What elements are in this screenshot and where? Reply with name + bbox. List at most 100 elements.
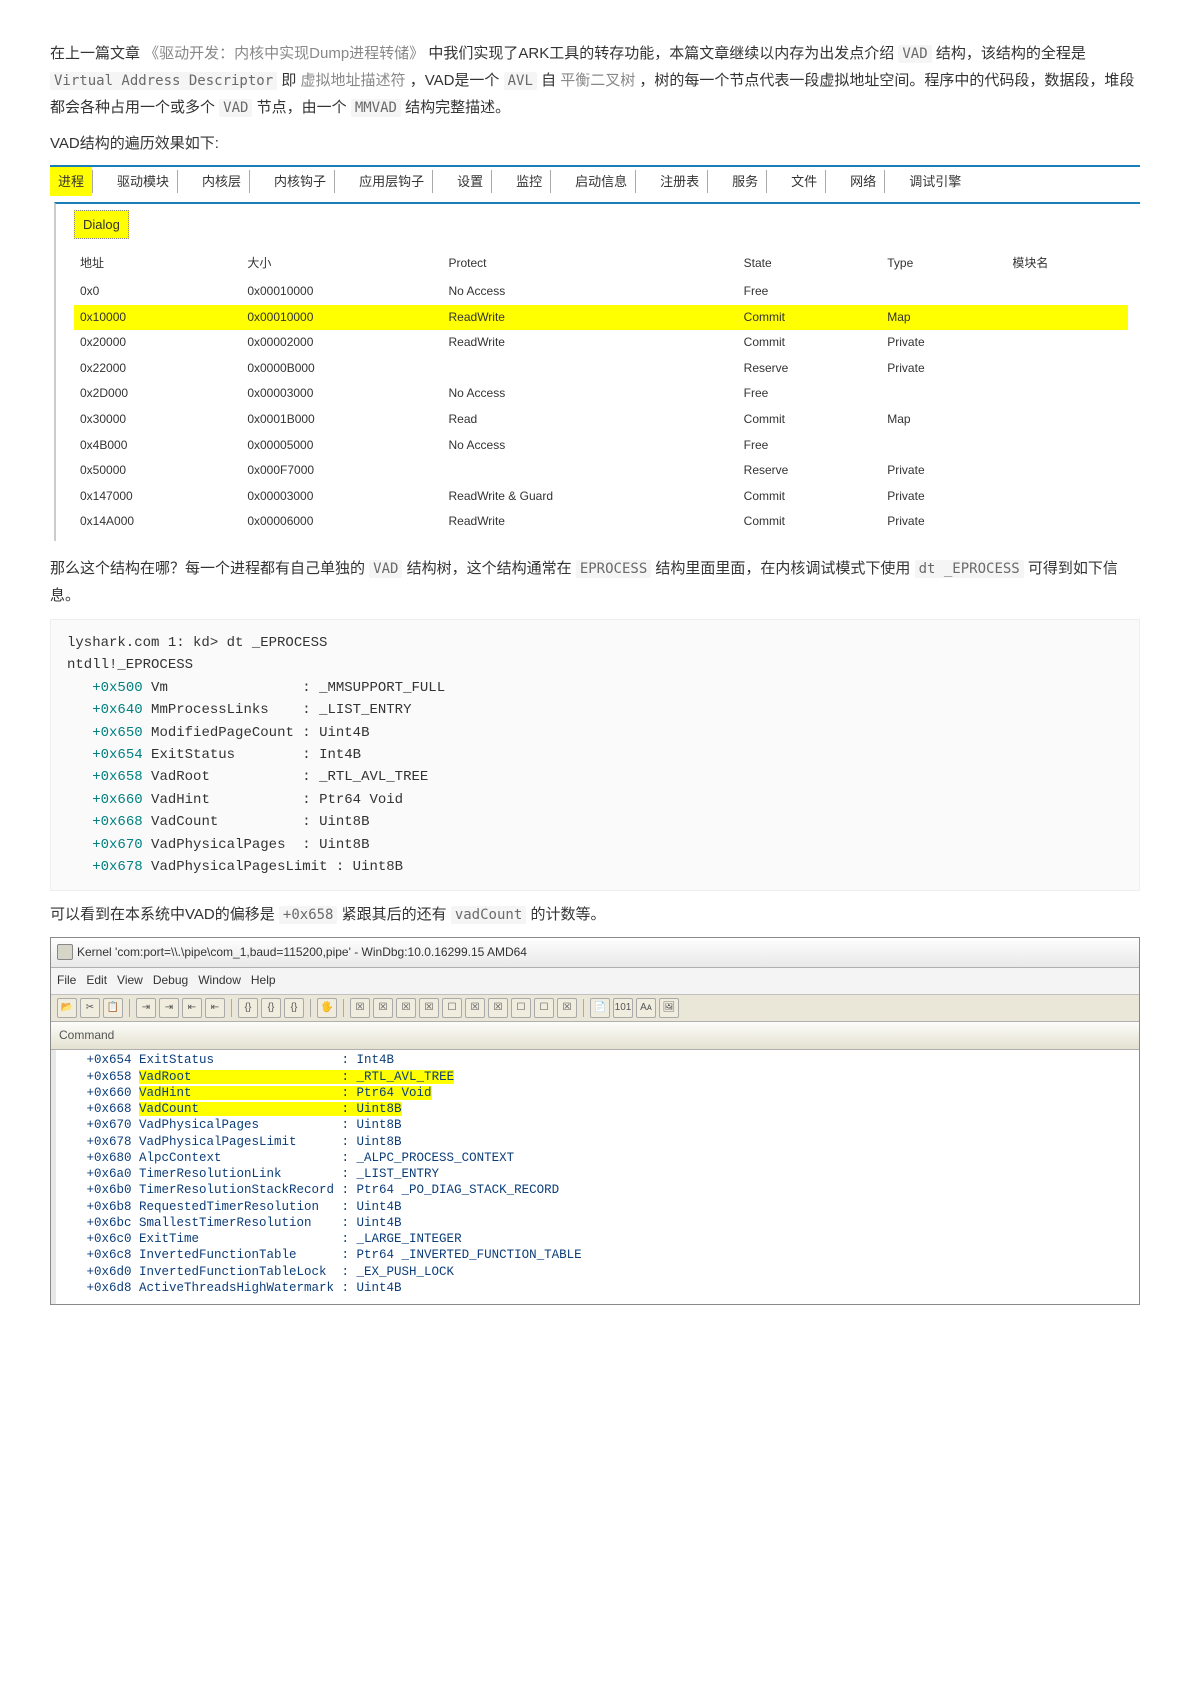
article-link[interactable]: 《驱动开发：内核中实现Dump进程转储》 — [144, 45, 424, 62]
table-cell: No Access — [443, 381, 738, 407]
dialog-title: Dialog — [74, 210, 129, 239]
tab-3[interactable]: 内核钩子 — [266, 167, 334, 196]
table-row[interactable]: 0x00x00010000No AccessFree — [74, 279, 1128, 305]
text: 紧跟其后的还有 — [342, 906, 451, 923]
text: ，VAD是一个 — [410, 72, 504, 89]
table-cell: Map — [881, 407, 1006, 433]
table-cell: Reserve — [738, 356, 882, 382]
table-cell — [1006, 458, 1128, 484]
toolbar-separator — [129, 999, 130, 1017]
table-row[interactable]: 0x300000x0001B000ReadCommitMap — [74, 407, 1128, 433]
toolbar-button[interactable]: ☐ — [534, 998, 554, 1018]
memory-table: 地址大小ProtectStateType模块名 0x00x00010000No … — [74, 249, 1128, 535]
tab-9[interactable]: 服务 — [724, 167, 766, 196]
text: 结构完整描述。 — [405, 99, 510, 116]
tab-separator — [92, 170, 109, 193]
tab-11[interactable]: 网络 — [842, 167, 884, 196]
toolbar-button[interactable]: {} — [238, 998, 258, 1018]
windbg-window: Kernel 'com:port=\\.\pipe\com_1,baud=115… — [50, 937, 1140, 1306]
table-cell: Private — [881, 509, 1006, 535]
table-header: 模块名 — [1006, 249, 1128, 279]
toolbar-button[interactable]: 📄 — [590, 998, 610, 1018]
toolbar-button[interactable]: 🖼 — [659, 998, 679, 1018]
text: 结构里面里面，在内核调试模式下使用 — [655, 560, 914, 577]
toolbar-separator — [231, 999, 232, 1017]
table-cell: Free — [738, 279, 882, 305]
tab-8[interactable]: 注册表 — [652, 167, 707, 196]
table-row[interactable]: 0x220000x0000B000ReservePrivate — [74, 356, 1128, 382]
tab-2[interactable]: 内核层 — [194, 167, 249, 196]
toolbar-button[interactable]: ☒ — [419, 998, 439, 1018]
gray-term: 平衡二叉树 — [560, 72, 635, 89]
tab-12[interactable]: 调试引擎 — [901, 167, 969, 196]
table-header: Protect — [443, 249, 738, 279]
toolbar-button[interactable]: ☐ — [442, 998, 462, 1018]
table-cell: Free — [738, 381, 882, 407]
table-row[interactable]: 0x4B0000x00005000No AccessFree — [74, 433, 1128, 459]
tab-7[interactable]: 启动信息 — [567, 167, 635, 196]
tab-separator — [635, 170, 652, 193]
toolbar-button[interactable]: 101 — [613, 998, 633, 1018]
text: 自 — [541, 72, 560, 89]
tab-0[interactable]: 进程 — [50, 167, 92, 196]
code-offset: +0x658 — [279, 906, 338, 924]
table-row[interactable]: 0x200000x00002000ReadWriteCommitPrivate — [74, 330, 1128, 356]
table-row[interactable]: 0x100000x00010000ReadWriteCommitMap — [74, 305, 1128, 331]
table-row[interactable]: 0x1470000x00003000ReadWrite & GuardCommi… — [74, 484, 1128, 510]
tab-separator — [825, 170, 842, 193]
table-cell — [1006, 330, 1128, 356]
toolbar-button[interactable]: ⇥ — [136, 998, 156, 1018]
table-header: Type — [881, 249, 1006, 279]
code-block-eprocess: lyshark.com 1: kd> dt _EPROCESS ntdll!_E… — [50, 619, 1140, 891]
table-row[interactable]: 0x14A0000x00006000ReadWriteCommitPrivate — [74, 509, 1128, 535]
table-row[interactable]: 0x500000x000F7000ReservePrivate — [74, 458, 1128, 484]
tab-6[interactable]: 监控 — [508, 167, 550, 196]
code-mmvad: MMVAD — [351, 99, 401, 117]
menu-item-debug[interactable]: Debug — [153, 973, 188, 987]
toolbar-button[interactable]: 📂 — [57, 998, 77, 1018]
tab-1[interactable]: 驱动模块 — [109, 167, 177, 196]
toolbar-button[interactable]: {} — [261, 998, 281, 1018]
toolbar-button[interactable]: 📋 — [103, 998, 123, 1018]
table-row[interactable]: 0x2D0000x00003000No AccessFree — [74, 381, 1128, 407]
toolbar-button[interactable]: ☒ — [557, 998, 577, 1018]
text: 那么这个结构在哪？每一个进程都有自己单独的 — [50, 560, 369, 577]
tab-4[interactable]: 应用层钩子 — [351, 167, 432, 196]
tab-bar: 进程驱动模块内核层内核钩子应用层钩子设置监控启动信息注册表服务文件网络调试引擎 — [50, 165, 1140, 196]
toolbar-button[interactable]: ☒ — [396, 998, 416, 1018]
table-cell — [1006, 305, 1128, 331]
menu-item-view[interactable]: View — [117, 973, 143, 987]
toolbar-button[interactable]: ☒ — [373, 998, 393, 1018]
table-cell: ReadWrite — [443, 305, 738, 331]
toolbar-button[interactable]: ☒ — [350, 998, 370, 1018]
menu-item-window[interactable]: Window — [198, 973, 241, 987]
toolbar-button[interactable]: ⇤ — [205, 998, 225, 1018]
tab-5[interactable]: 设置 — [449, 167, 491, 196]
toolbar-button[interactable]: ☒ — [465, 998, 485, 1018]
table-cell: Reserve — [738, 458, 882, 484]
code-dt-eprocess: dt _EPROCESS — [915, 560, 1024, 578]
menu-item-file[interactable]: File — [57, 973, 76, 987]
table-cell: 0x00005000 — [241, 433, 442, 459]
toolbar-button[interactable]: 🖐 — [317, 998, 337, 1018]
intro-paragraph-2: VAD结构的遍历效果如下: — [50, 130, 1140, 157]
tab-10[interactable]: 文件 — [783, 167, 825, 196]
table-cell: Private — [881, 356, 1006, 382]
tab-separator — [334, 170, 351, 193]
code-vadcount: vadCount — [451, 906, 526, 924]
text: 在上一篇文章 — [50, 45, 144, 62]
toolbar-button[interactable]: ✂ — [80, 998, 100, 1018]
toolbar-button[interactable]: {} — [284, 998, 304, 1018]
toolbar-button[interactable]: ⇥ — [159, 998, 179, 1018]
toolbar-button[interactable]: ☐ — [511, 998, 531, 1018]
toolbar-separator — [583, 999, 584, 1017]
toolbar-button[interactable]: ☒ — [488, 998, 508, 1018]
gray-term: 虚拟地址描述符 — [301, 72, 406, 89]
menu-item-help[interactable]: Help — [251, 973, 276, 987]
table-cell: Map — [881, 305, 1006, 331]
table-cell: Private — [881, 484, 1006, 510]
toolbar-button[interactable]: Aᴀ — [636, 998, 656, 1018]
menu-item-edit[interactable]: Edit — [86, 973, 107, 987]
table-cell: 0x147000 — [74, 484, 241, 510]
toolbar-button[interactable]: ⇤ — [182, 998, 202, 1018]
